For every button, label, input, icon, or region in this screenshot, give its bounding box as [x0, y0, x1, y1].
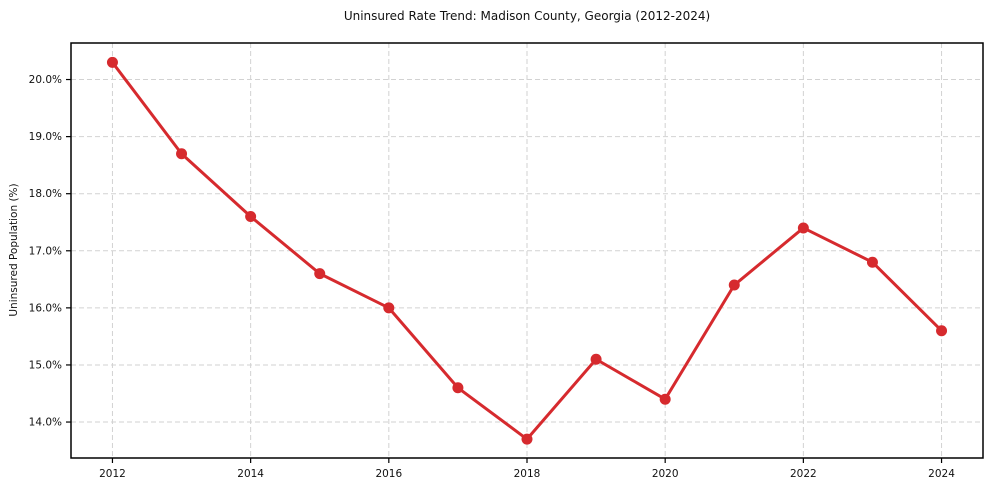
data-point-2023: [866, 256, 878, 268]
x-tick-label: 2018: [514, 468, 541, 480]
data-point-2021: [728, 279, 740, 291]
data-point-2012: [106, 56, 118, 68]
x-tick-label: 2014: [237, 468, 264, 480]
x-tick-label: 2020: [652, 468, 679, 480]
data-point-2014: [245, 211, 257, 223]
data-point-2016: [383, 302, 395, 314]
y-tick-label: 17.0%: [29, 245, 62, 257]
y-tick-label: 20.0%: [29, 74, 62, 86]
y-tick-label: 16.0%: [29, 302, 62, 314]
x-tick-label: 2012: [99, 468, 126, 480]
data-point-2013: [176, 148, 188, 160]
data-point-2018: [521, 433, 533, 445]
x-tick-label: 2024: [928, 468, 955, 480]
chart-title: Uninsured Rate Trend: Madison County, Ge…: [343, 9, 711, 23]
data-point-2022: [797, 222, 809, 234]
data-point-2017: [452, 382, 464, 394]
data-point-2020: [659, 393, 671, 405]
x-tick-label: 2022: [790, 468, 817, 480]
y-tick-label: 18.0%: [29, 188, 62, 200]
data-point-2015: [314, 268, 326, 280]
y-tick-label: 15.0%: [29, 359, 62, 371]
y-tick-label: 14.0%: [29, 417, 62, 429]
y-tick-label: 19.0%: [29, 131, 62, 143]
data-point-2019: [590, 353, 602, 365]
x-tick-label: 2016: [375, 468, 402, 480]
data-point-2024: [936, 325, 948, 337]
